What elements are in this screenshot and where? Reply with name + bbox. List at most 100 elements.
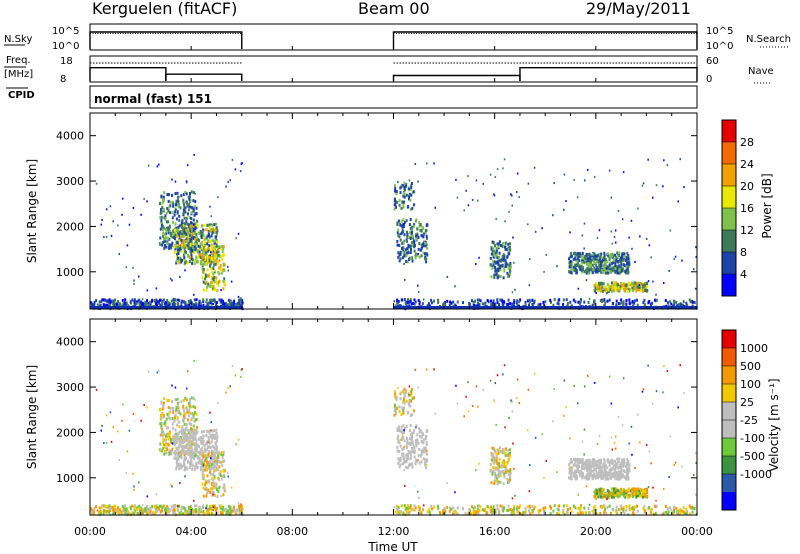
echo-cell: [180, 260, 183, 264]
echo-cell: [611, 254, 614, 258]
echo-cell: [136, 512, 139, 516]
echo-cell: [171, 232, 174, 236]
echo-cell: [160, 421, 163, 425]
echo-cell: [494, 458, 497, 462]
echo-cell: [612, 261, 615, 264]
echo-cell: [209, 300, 212, 304]
echo-cell: [582, 255, 585, 259]
echo-cell: [405, 399, 408, 403]
echo-cell: [215, 466, 218, 470]
echo-cell: [609, 459, 612, 463]
echo-cell: [568, 471, 571, 475]
echo-cell: [90, 302, 93, 306]
echo-cell: [678, 509, 681, 513]
echo-cell: [210, 449, 213, 453]
echo-cell: [210, 229, 213, 233]
echo-cell: [556, 301, 559, 305]
echo-cell: [212, 455, 215, 459]
echo-cell: [176, 253, 178, 257]
echo-cell: [195, 445, 198, 449]
echo-cell: [210, 435, 213, 439]
echo-cell: [192, 397, 195, 401]
echo-cell: [95, 299, 98, 303]
echo-cell: [495, 261, 498, 265]
echo-cell: [626, 267, 629, 271]
echo-cell: [104, 298, 106, 302]
echo-cell: [416, 439, 419, 443]
echo-cell: [210, 451, 213, 455]
echo-cell: [409, 237, 412, 240]
echo-cell: [394, 393, 397, 396]
echo-cell: [128, 511, 131, 515]
echo-cell: [504, 465, 507, 469]
echo-cell: [583, 260, 586, 264]
echo-cell: [571, 460, 573, 464]
echo-cell: [492, 259, 495, 263]
echo-cell: [401, 454, 404, 458]
echo-cell: [408, 197, 410, 201]
echo-cell: [189, 301, 192, 305]
echo-cell: [189, 199, 192, 203]
echo-cell: [194, 448, 197, 452]
echo-cell: [643, 283, 646, 287]
echo-cell: [188, 260, 191, 263]
echo-cell: [590, 464, 593, 468]
echo-cell: [179, 257, 182, 261]
echo-cell: [398, 449, 401, 453]
echo-cell: [497, 469, 500, 472]
echo-cell: [220, 477, 223, 481]
echo-cell: [190, 217, 193, 220]
echo-cell: [664, 299, 667, 302]
echo-cell: [614, 459, 617, 463]
echo-cell: [169, 229, 172, 233]
echo-cell: [208, 223, 211, 227]
echo-cell: [182, 193, 185, 196]
echo-cell: [403, 185, 406, 189]
echo-cell: [408, 464, 411, 467]
echo-cell: [402, 457, 405, 461]
echo-cell: [166, 446, 169, 450]
echo-cell: [197, 237, 200, 241]
echo-cell: [627, 495, 630, 499]
echo-cell: [588, 297, 591, 300]
echo-cell: [484, 301, 487, 305]
echo-cell: [679, 158, 681, 161]
echo-cell: [624, 270, 627, 274]
echo-cell: [174, 210, 177, 214]
echo-cell: [192, 438, 195, 442]
echo-cell: [193, 250, 196, 254]
echo-cell: [426, 253, 429, 257]
colorbar-tick-label: 12: [740, 224, 754, 237]
echo-cell: [400, 438, 403, 442]
echo-cell: [619, 471, 622, 475]
echo-cell: [493, 193, 495, 196]
echo-cell: [670, 302, 673, 306]
echo-cell: [201, 233, 204, 237]
echo-cell: [631, 286, 634, 290]
echo-cell: [594, 289, 597, 293]
echo-cell: [618, 464, 621, 468]
echo-cell: [410, 228, 413, 232]
echo-cell: [173, 508, 175, 512]
echo-cell: [174, 439, 177, 443]
echo-cell: [235, 237, 237, 240]
echo-cell: [533, 301, 536, 305]
echo-cell: [218, 272, 221, 276]
echo-cell: [569, 270, 572, 274]
echo-cell: [610, 467, 613, 471]
echo-cell: [209, 468, 212, 472]
cpid-panel: CPID normal (fast) 151: [6, 85, 698, 109]
echo-cell: [187, 401, 190, 405]
echo-cell: [188, 202, 191, 206]
echo-cell: [637, 491, 640, 495]
echo-cell: [121, 512, 124, 516]
echo-cell: [612, 265, 615, 269]
echo-cell: [215, 235, 218, 239]
echo-cell: [399, 456, 402, 460]
echo-cell: [396, 221, 399, 225]
echo-cell: [569, 468, 572, 472]
echo-cell: [180, 505, 183, 509]
echo-cell: [415, 234, 417, 238]
echo-cell: [118, 512, 121, 516]
echo-cell: [510, 193, 512, 196]
